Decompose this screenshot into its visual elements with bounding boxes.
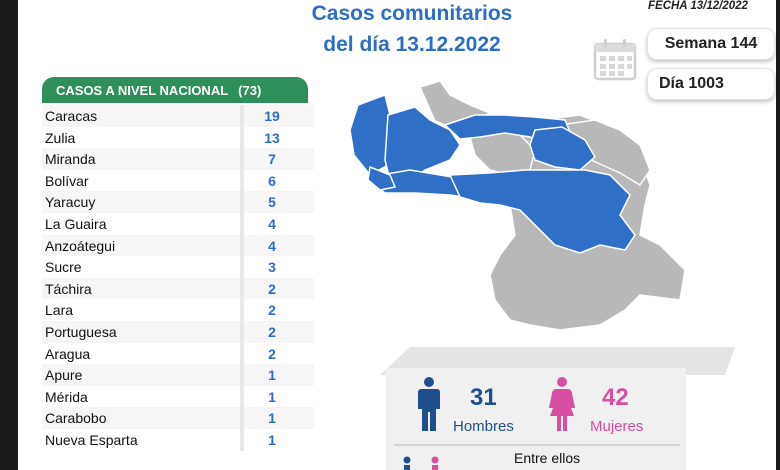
week-label: Semana 144 [664,35,758,52]
week-badge: Semana 144 [647,28,775,60]
venezuela-map [349,80,686,331]
national-cases-table: CASOS A NIVEL NACIONAL (73) Caracas 19 Zul… [42,77,314,451]
table-rows: Caracas 19 Zulia 13 Miranda 7 Bolívar 6 Yaracuy 5… [42,105,314,451]
day-label: Día 1003 [659,75,724,92]
page-title: Casos comunitarios del día 13.12.2022 [282,0,542,60]
men-label: Hombres [453,418,514,435]
case-count: 2 [268,345,276,362]
table-row: Apure 1 [42,364,314,386]
table-row: Sucre 3 [42,256,314,278]
state-name: Anzoátegui [45,237,116,254]
state-name: Yaracuy [45,194,96,211]
table-row: Portuguesa 2 [42,320,314,343]
table-row: La Guaira 4 [42,212,314,235]
row-separator [240,191,244,213]
case-count: 3 [268,259,276,276]
row-separator [240,105,244,127]
case-count: 2 [268,302,276,319]
row-separator [240,320,244,343]
state-name: Apure [45,367,83,384]
case-count: 4 [268,237,276,254]
entre-ellos-label: Entre ellos [514,450,581,466]
table-row: Aragua 2 [42,342,314,365]
title-line-2: del día 13.12.2022 [323,33,501,56]
row-separator [240,277,244,300]
row-separator [240,364,244,386]
women-label: Mujeres [590,418,644,435]
case-count: 7 [268,151,276,168]
row-separator [240,126,244,149]
state-name: Nueva Esparta [45,431,138,448]
row-separator [240,342,244,365]
row-separator [240,148,244,170]
table-row: Nueva Esparta 1 [42,428,314,451]
left-edge [0,0,18,470]
men-count: 31 [470,384,497,411]
table-row: Mérida 1 [42,385,314,408]
state-name: Zulia [45,129,76,146]
state-name: La Guaira [45,215,107,232]
table-row: Táchira 2 [42,277,314,300]
case-count: 13 [264,129,280,146]
table-header: CASOS A NIVEL NACIONAL (73) [42,77,308,103]
woman-icon [549,377,575,431]
state-name: Sucre [45,259,82,276]
row-separator [240,428,244,451]
case-count: 2 [268,323,276,340]
gender-stats-panel: 31 Hombres 42 Mujeres Entre ellos [386,368,686,470]
case-count: 5 [268,194,276,211]
title-line-1: Casos comunitarios [311,2,513,25]
state-name: Lara [45,302,74,319]
state-name: Bolívar [45,172,89,189]
case-count: 19 [264,108,280,124]
row-separator [240,234,244,257]
row-separator [240,256,244,278]
row-separator [240,385,244,408]
table-row: Anzoátegui 4 [42,234,314,257]
case-count: 1 [268,388,276,405]
case-count: 6 [268,172,276,189]
state-name: Aragua [45,345,91,362]
table-row: Miranda 7 [42,148,314,170]
man-icon-small [403,456,411,470]
map-region-blue-bolivar [448,169,636,254]
case-count: 1 [268,431,276,448]
day-badge: Día 1003 [647,68,775,100]
case-count: 1 [268,410,276,427]
case-count: 2 [268,280,276,297]
case-count: 1 [268,367,276,384]
state-name: Miranda [45,151,96,168]
row-separator [240,169,244,192]
row-separator [240,407,244,429]
state-name: Caracas [45,108,98,124]
table-total: (73) [238,82,262,98]
woman-icon-small [431,456,439,470]
table-row: Caracas 19 [42,105,314,127]
case-count: 4 [268,215,276,232]
table-row: Yaracuy 5 [42,191,314,213]
report-date: FECHA 13/12/2022 [648,0,748,12]
table-row: Zulia 13 [42,126,314,149]
table-row: Bolívar 6 [42,169,314,192]
man-icon [418,377,440,431]
row-separator [240,212,244,235]
row-separator [240,299,244,321]
women-count: 42 [602,384,629,411]
table-row: Lara 2 [42,299,314,321]
state-name: Mérida [45,388,88,405]
state-name: Carabobo [45,410,107,427]
right-edge [776,0,780,470]
map-region-blue-tachira [367,165,397,191]
state-name: Portuguesa [45,323,117,340]
table-title: CASOS A NIVEL NACIONAL [56,82,229,98]
table-row: Carabobo 1 [42,407,314,429]
calendar-icon [593,39,637,81]
state-name: Táchira [45,280,92,297]
stats-divider [394,444,680,446]
